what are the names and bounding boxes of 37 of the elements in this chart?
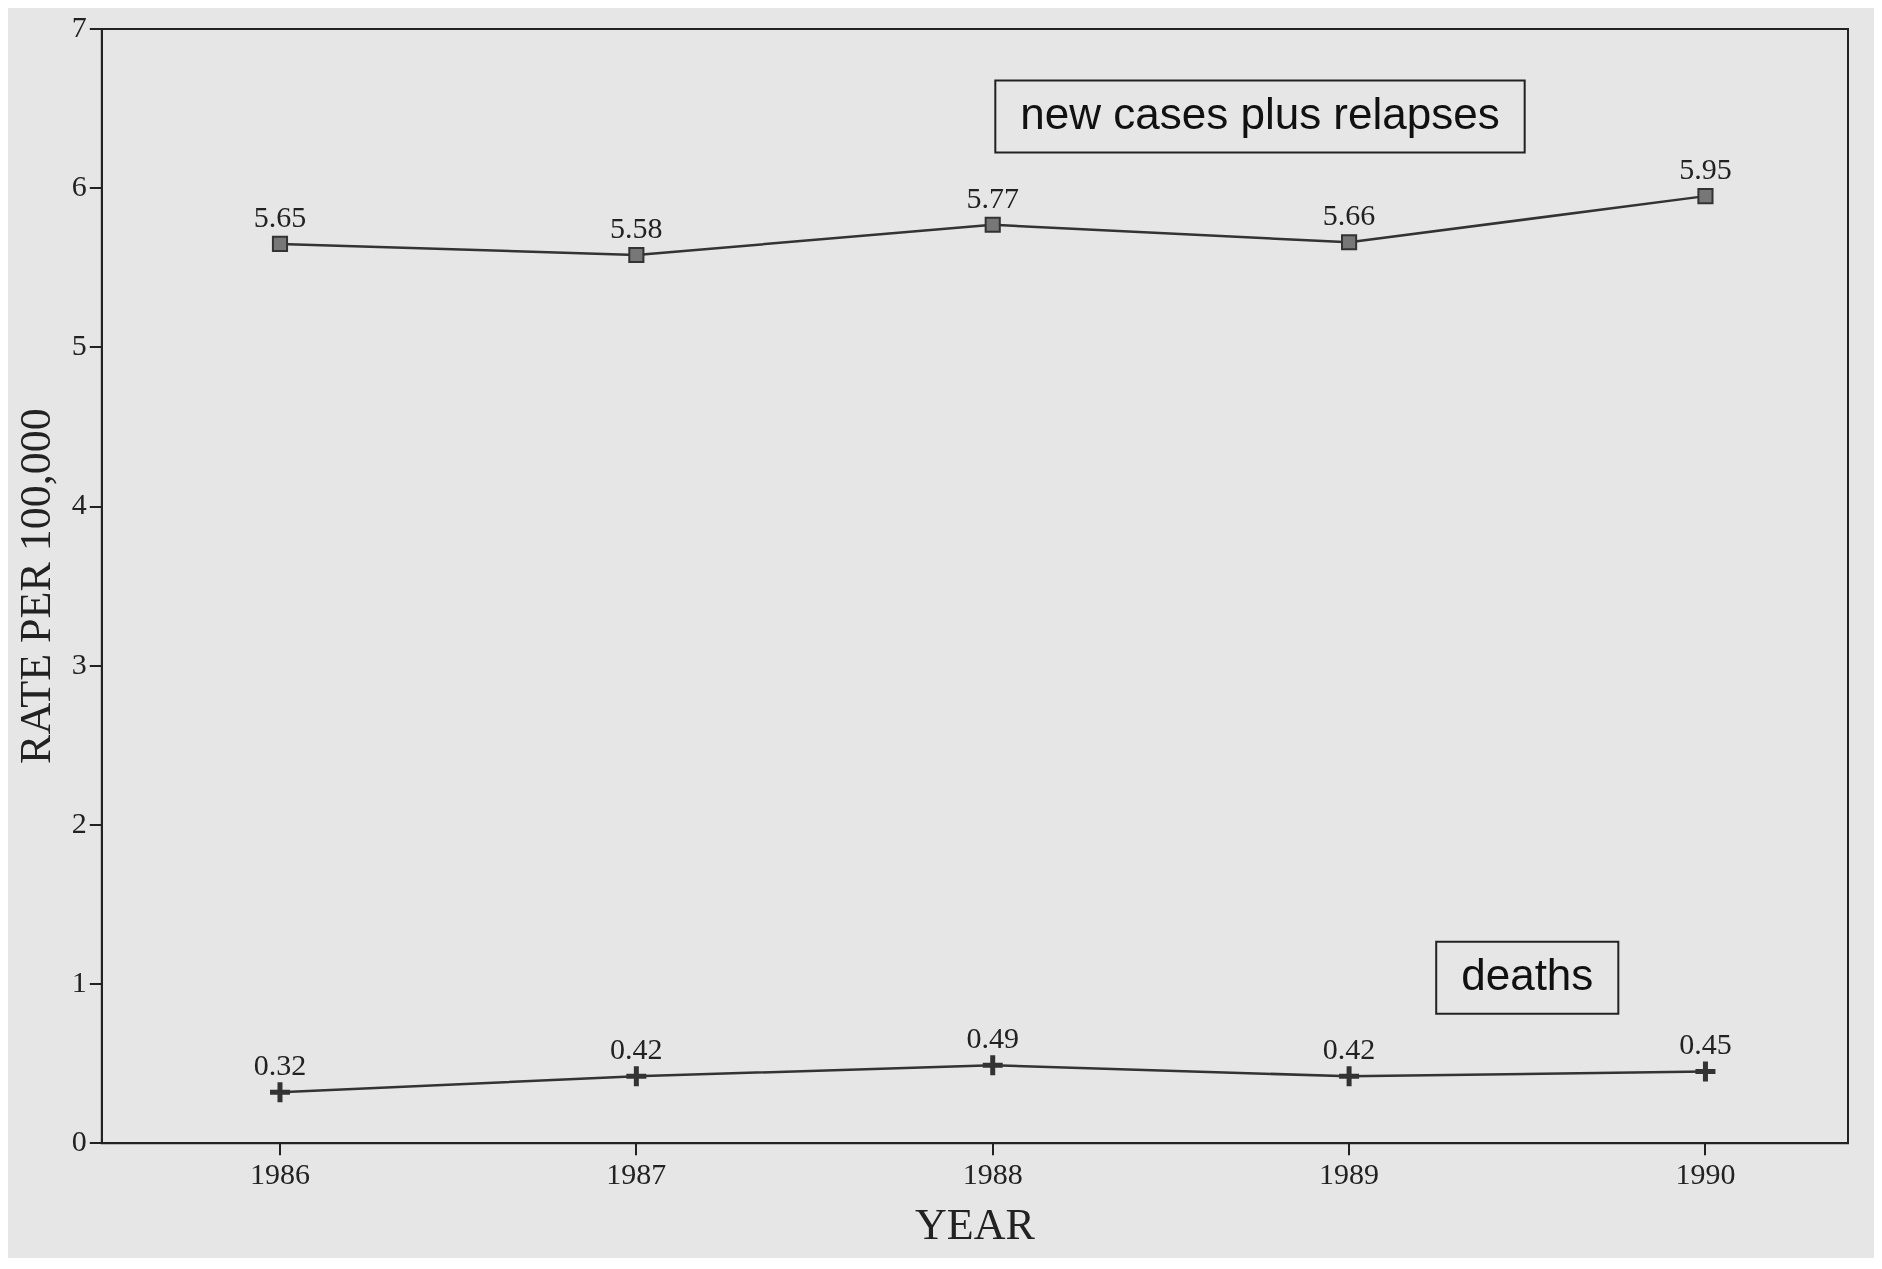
x-tick-label: 1990 bbox=[1675, 1157, 1736, 1191]
data-label: 0.42 bbox=[610, 1032, 663, 1066]
x-tick-label: 1986 bbox=[249, 1157, 310, 1191]
y-tick-label: 7 bbox=[71, 9, 87, 43]
data-label: 5.66 bbox=[1322, 198, 1376, 232]
x-tick-label: 1988 bbox=[962, 1157, 1023, 1191]
point bbox=[267, 1079, 293, 1105]
y-axis-title: RATE PER 100,000 bbox=[10, 408, 60, 764]
x-tick-label: 1987 bbox=[606, 1157, 667, 1191]
data-label: 5.65 bbox=[253, 199, 307, 233]
y-tick-label: 5 bbox=[71, 328, 87, 362]
data-label: 5.95 bbox=[1679, 152, 1732, 186]
point bbox=[1341, 234, 1358, 251]
point bbox=[984, 216, 1001, 233]
point bbox=[1692, 1059, 1718, 1085]
y-tick-label: 1 bbox=[71, 964, 87, 998]
data-label: 0.32 bbox=[253, 1048, 307, 1082]
data-label: 5.77 bbox=[966, 180, 1019, 214]
y-tick-label: 4 bbox=[71, 487, 87, 521]
y-tick-label: 3 bbox=[71, 646, 87, 680]
point bbox=[628, 246, 645, 264]
y-tick-label: 6 bbox=[71, 169, 87, 203]
data-label: 0.45 bbox=[1679, 1027, 1732, 1061]
x-tick-label: 1989 bbox=[1319, 1157, 1380, 1191]
point bbox=[1336, 1063, 1362, 1089]
y-tick-label: 2 bbox=[71, 805, 87, 839]
point bbox=[980, 1052, 1006, 1078]
series-label: deaths bbox=[1461, 949, 1594, 999]
data-label: 0.49 bbox=[966, 1021, 1019, 1055]
series-label: new cases plus relapses bbox=[1020, 88, 1500, 138]
point bbox=[271, 235, 289, 252]
data-label: 5.58 bbox=[610, 210, 663, 244]
x-axis-title: YEAR bbox=[915, 1200, 1036, 1250]
point bbox=[1697, 188, 1714, 205]
data-label: 0.42 bbox=[1322, 1032, 1376, 1066]
y-tick-label: 0 bbox=[71, 1124, 87, 1158]
point bbox=[623, 1063, 649, 1089]
